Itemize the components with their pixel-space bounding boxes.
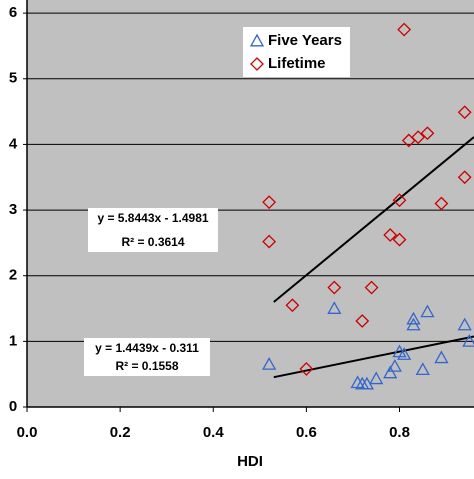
annotation: y = 5.8443x - 1.4981 — [97, 211, 208, 225]
y-tick-label: 0 — [9, 398, 17, 415]
annotation-box — [84, 338, 210, 376]
data-point — [327, 280, 342, 295]
data-point — [397, 347, 412, 360]
data-point — [420, 304, 435, 318]
y-tick-label: 6 — [9, 4, 17, 21]
annotation-box — [88, 208, 218, 252]
y-tick-label: 4 — [9, 135, 18, 152]
legend-box — [243, 27, 350, 77]
x-tick-label: 0.4 — [203, 424, 225, 441]
x-tick-label: 0.0 — [17, 424, 38, 441]
data-point — [285, 298, 300, 313]
data-point — [406, 317, 421, 331]
annotation: y = 1.4439x - 0.311 — [95, 341, 199, 355]
x-tick-label: 0.2 — [110, 424, 131, 441]
annotation: R² = 0.3614 — [121, 235, 184, 249]
data-point — [262, 234, 277, 249]
trendline — [273, 136, 474, 303]
data-point — [262, 356, 277, 370]
data-point — [387, 358, 402, 372]
data-point — [462, 334, 474, 347]
trendline — [273, 335, 474, 379]
x-tick-label: 0.8 — [389, 424, 410, 441]
data-point — [415, 362, 430, 376]
annotation: R² = 0.1558 — [115, 359, 178, 373]
data-point — [457, 105, 472, 120]
data-point — [369, 371, 384, 385]
y-tick-label: 5 — [9, 70, 17, 87]
data-point — [457, 317, 472, 331]
data-point — [434, 196, 449, 211]
data-point — [457, 170, 472, 185]
data-point — [434, 350, 449, 364]
y-tick-label: 2 — [9, 267, 17, 284]
legend-marker — [249, 33, 265, 47]
data-point — [355, 314, 370, 328]
data-point — [406, 311, 421, 325]
y-tick-label: 1 — [9, 332, 17, 349]
data-point — [420, 126, 435, 141]
data-point — [383, 228, 398, 242]
data-point — [392, 193, 407, 208]
legend-label: Lifetime — [268, 55, 326, 72]
x-axis-title: HDI — [237, 453, 263, 470]
legend-label: Five Years — [268, 32, 342, 49]
data-point — [392, 232, 407, 247]
data-point — [397, 22, 412, 37]
data-point — [411, 130, 426, 145]
data-point — [327, 301, 342, 314]
data-point — [383, 365, 398, 379]
data-point — [262, 195, 277, 210]
x-tick-label: 0.6 — [296, 424, 317, 441]
data-point — [364, 280, 379, 295]
y-tick-label: 3 — [9, 201, 17, 218]
data-point — [299, 362, 314, 376]
legend-marker — [250, 57, 264, 71]
